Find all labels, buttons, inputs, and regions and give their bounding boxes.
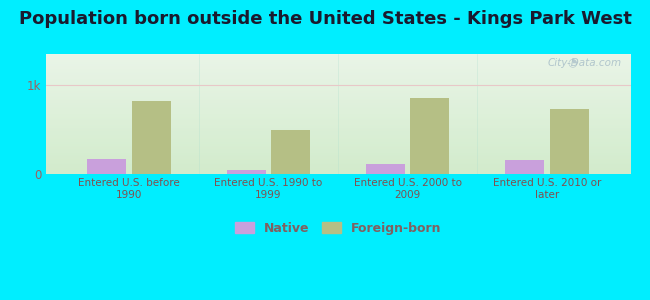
Bar [410, 98, 449, 174]
Bar [227, 170, 266, 174]
Text: City-Data.com: City-Data.com [547, 58, 621, 68]
Bar [87, 159, 126, 174]
Bar [366, 164, 405, 174]
Text: ◔: ◔ [567, 57, 577, 67]
Bar [271, 130, 310, 174]
Bar [132, 101, 171, 174]
Bar [505, 160, 544, 174]
Text: Population born outside the United States - Kings Park West: Population born outside the United State… [19, 11, 631, 28]
Bar [550, 109, 589, 174]
Legend: Native, Foreign-born: Native, Foreign-born [230, 217, 446, 240]
